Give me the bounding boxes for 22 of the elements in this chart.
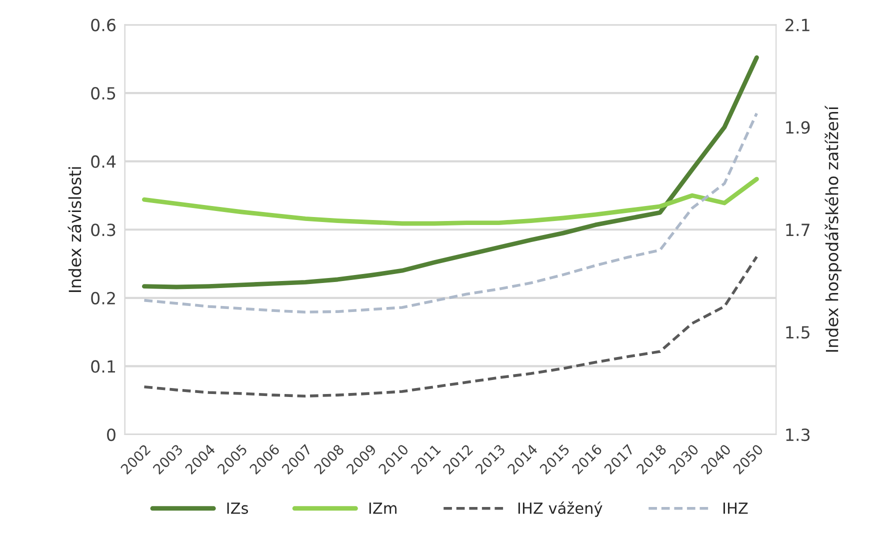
- legend-label: IHZ vážený: [518, 502, 602, 517]
- y2-axis-title: Index hospodářského zatížení: [824, 105, 842, 352]
- legend-label: IHZ: [723, 502, 748, 514]
- y2-tick-label: 1.9: [786, 121, 810, 134]
- y-axis-title: Index závislosti: [68, 167, 82, 292]
- line-series: [142, 112, 758, 314]
- y-tick-label: 0.5: [91, 87, 116, 100]
- line-series: [142, 55, 759, 290]
- line-series: [142, 176, 759, 226]
- legend-label: IZm: [369, 502, 396, 514]
- y-tick-label: 0: [107, 428, 116, 442]
- y-tick-label: 0.6: [91, 18, 116, 32]
- y-tick-label: 0.3: [91, 224, 116, 236]
- y-tick-label: 0.2: [91, 292, 115, 304]
- y2-tick-label: 1.7: [786, 224, 810, 236]
- y2-tick-label: 1.5: [786, 326, 810, 339]
- y2-tick-label: 2.1: [786, 18, 810, 32]
- line-series: [142, 255, 758, 398]
- y-tick-label: 0.1: [91, 360, 116, 373]
- y2-tick-label: 1.3: [786, 428, 810, 442]
- legend-label: IZs: [227, 502, 248, 514]
- y-tick-label: 0.4: [91, 155, 116, 168]
